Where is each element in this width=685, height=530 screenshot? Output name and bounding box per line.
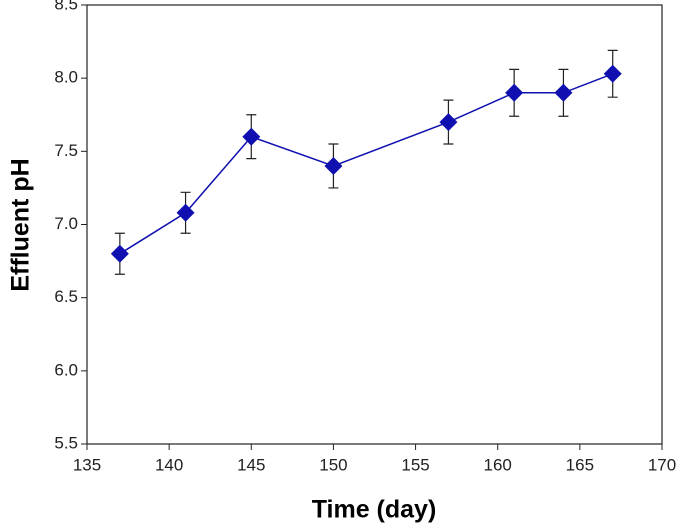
- marker: [439, 113, 458, 132]
- marker: [176, 203, 195, 222]
- marker: [242, 127, 261, 146]
- x-tick-label: 160: [484, 455, 512, 474]
- x-tick-label: 145: [237, 455, 265, 474]
- y-tick-label: 6.0: [54, 360, 78, 379]
- x-tick-label: 150: [319, 455, 347, 474]
- x-tick-label: 155: [401, 455, 429, 474]
- series-line: [119, 73, 613, 255]
- marker: [505, 83, 524, 102]
- y-tick-label: 6.5: [54, 287, 78, 306]
- x-tick-label: 140: [155, 455, 183, 474]
- marker: [110, 244, 129, 263]
- x-tick-label: 135: [73, 455, 101, 474]
- y-tick-label: 7.0: [54, 214, 78, 233]
- x-tick-label: 170: [648, 455, 676, 474]
- y-tick-label: 8.5: [54, 0, 78, 13]
- marker: [324, 156, 343, 175]
- y-tick-label: 7.5: [54, 141, 78, 160]
- marker: [554, 83, 573, 102]
- marker: [603, 64, 622, 83]
- y-tick-label: 8.0: [54, 68, 78, 87]
- x-axis-title: Time (day): [312, 496, 437, 524]
- x-tick-label: 165: [566, 455, 594, 474]
- plot-frame: [86, 4, 663, 445]
- y-axis-title: Effluent pH: [7, 158, 35, 291]
- y-tick-label: 5.5: [54, 433, 78, 452]
